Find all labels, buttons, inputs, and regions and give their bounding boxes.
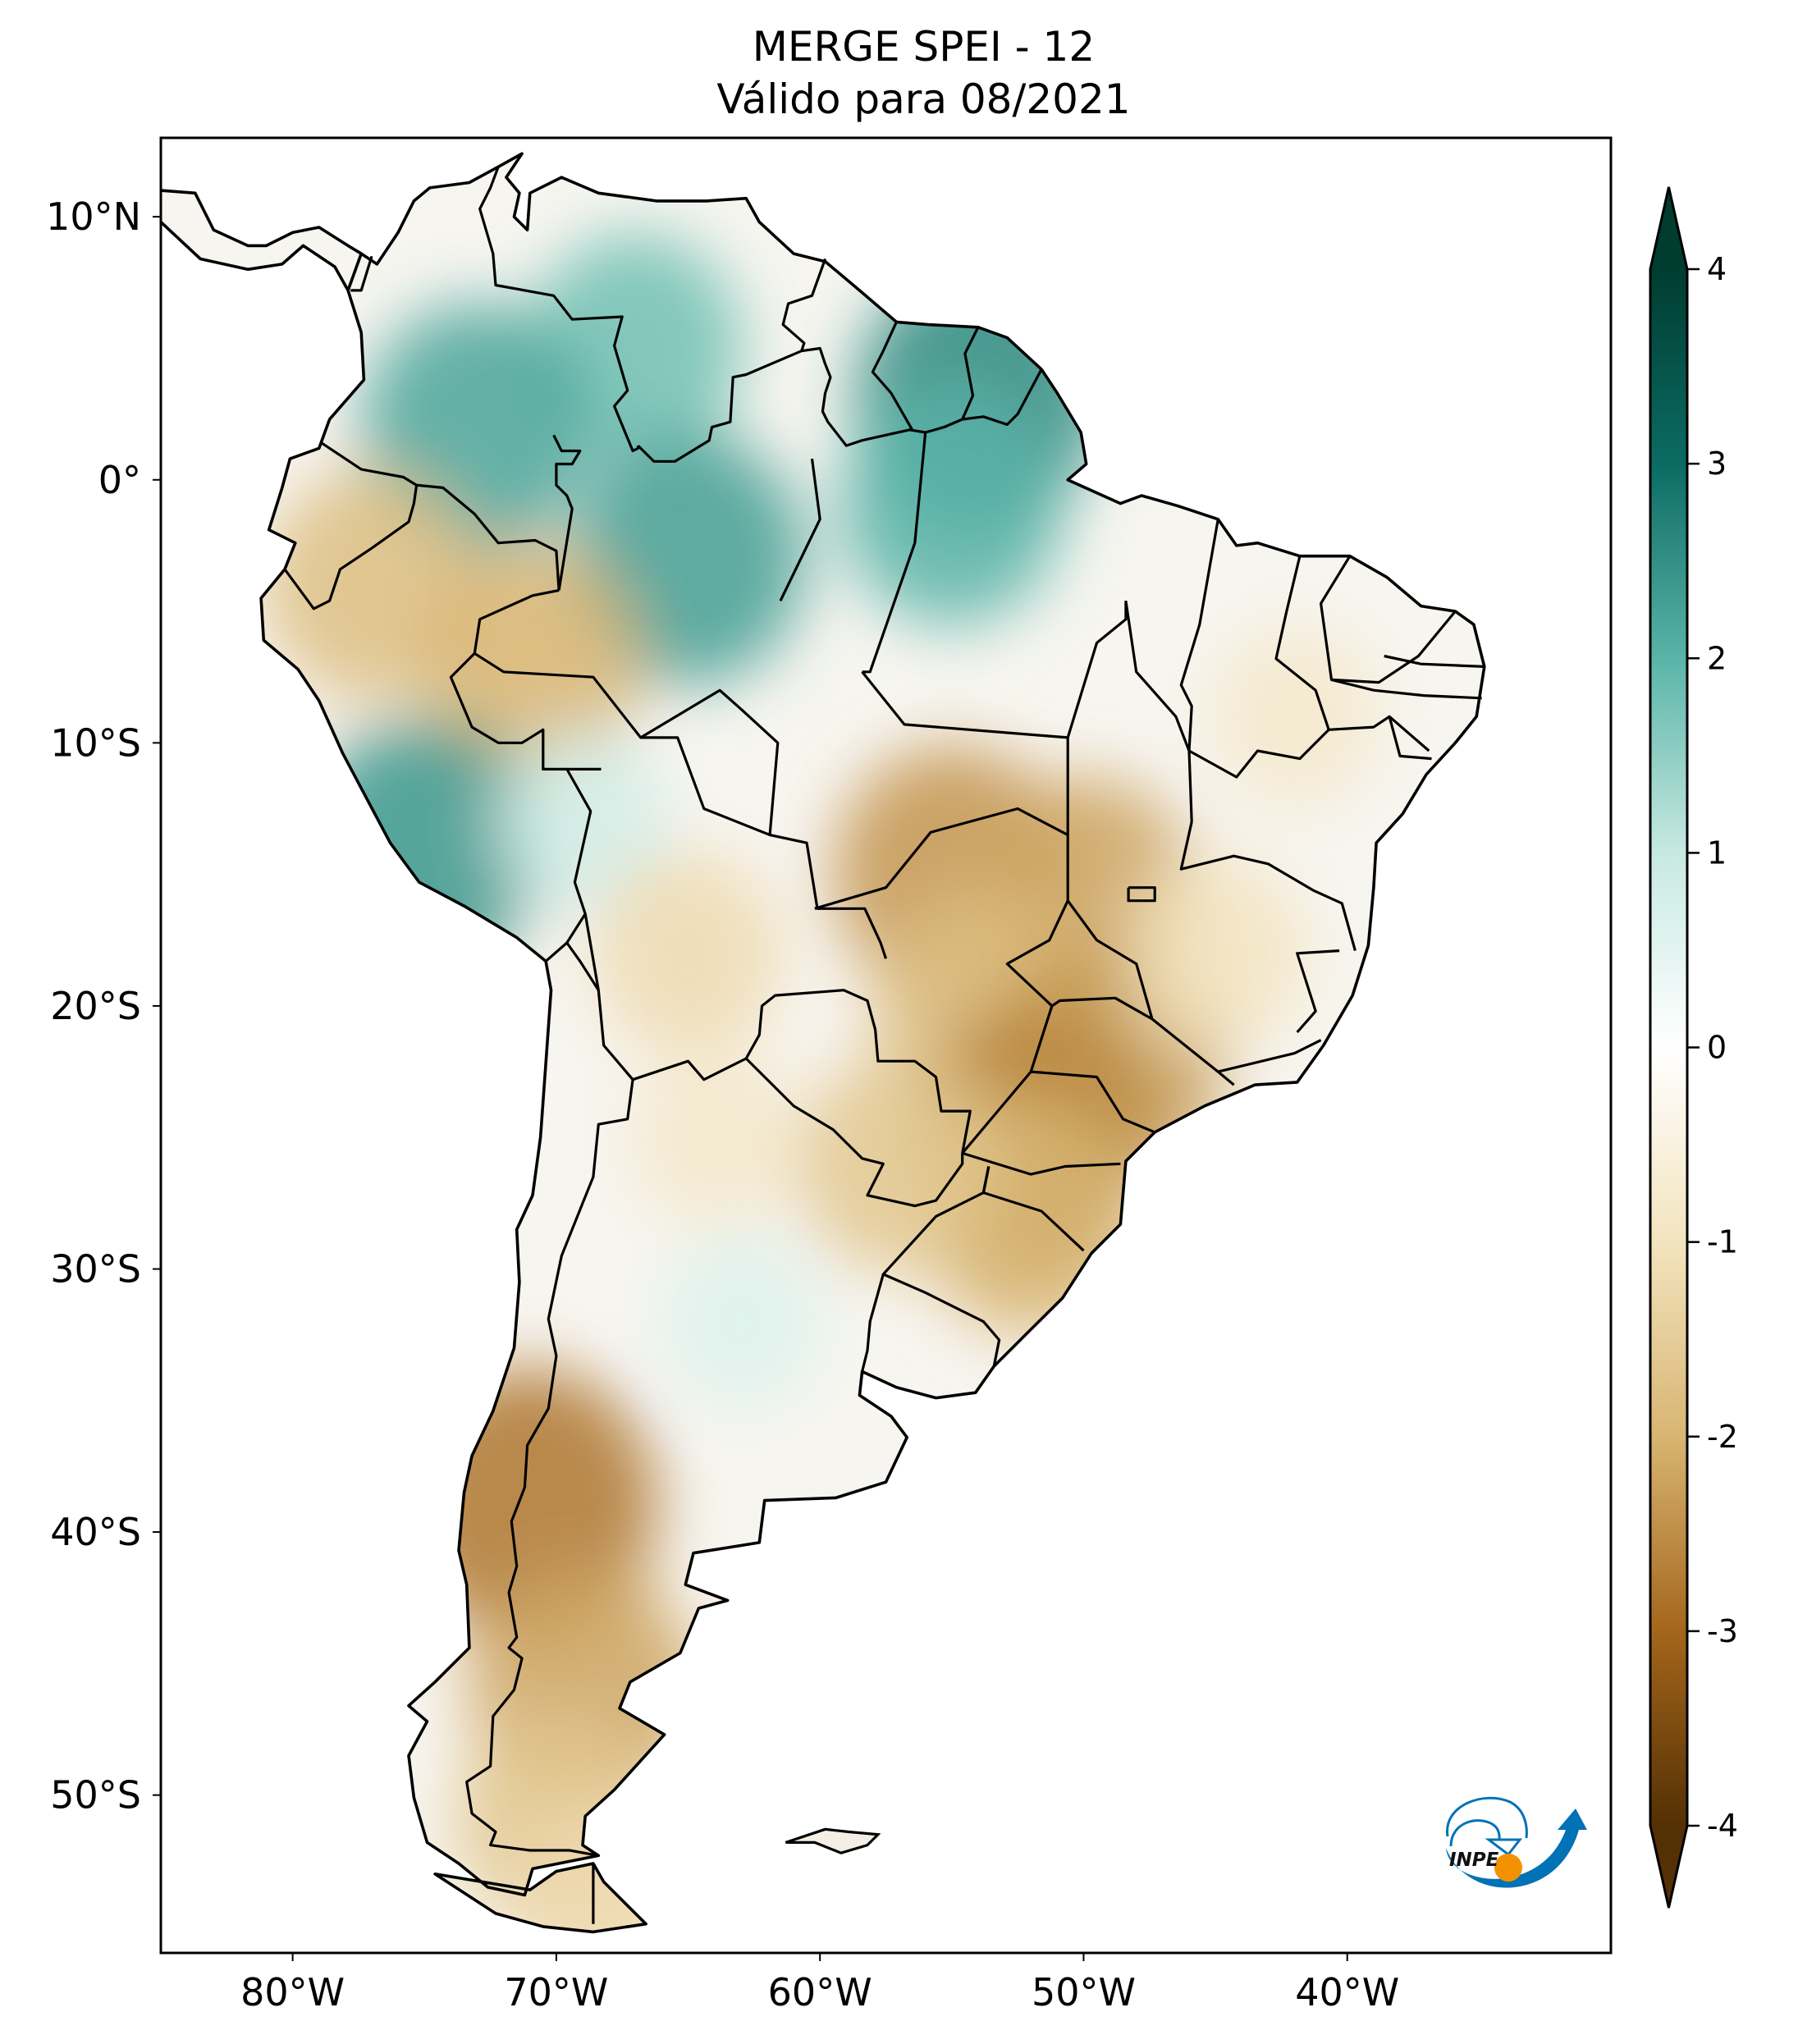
colorbar-body	[1649, 186, 1689, 1909]
logo-text: INPE	[1449, 1850, 1499, 1871]
y-axis: 10°N 0° 10°S 20°S 30°S 40°S 50°S	[46, 194, 161, 1818]
colorbar-tick-label: 3	[1707, 446, 1727, 482]
border-line	[1031, 1070, 1155, 1134]
anomaly-patch	[796, 1053, 1002, 1275]
border-line	[881, 1166, 1001, 1367]
border-line	[861, 601, 1128, 739]
y-tick-label: 10°S	[50, 720, 141, 765]
border-line	[639, 688, 780, 835]
anomaly-patch	[840, 386, 1063, 626]
y-tick-label: 10°N	[46, 194, 141, 239]
x-tick-label: 70°W	[504, 1970, 608, 2014]
border-line	[1331, 678, 1482, 700]
border-line	[1217, 1039, 1322, 1073]
y-tick-label: 40°S	[50, 1510, 141, 1554]
colorbar-tick-label: -2	[1707, 1419, 1738, 1455]
anomaly-patch	[658, 1233, 823, 1410]
x-tick-label: 80°W	[240, 1970, 345, 2014]
anomaly-patch	[419, 544, 641, 784]
border-line	[801, 346, 926, 447]
colorbar-tick-label: -3	[1707, 1613, 1738, 1649]
chart-subtitle: Válido para 08/2021	[716, 75, 1131, 123]
border-line	[637, 258, 827, 463]
border-line	[1179, 519, 1219, 752]
border-line	[745, 1057, 964, 1208]
y-tick-label: 30°S	[50, 1246, 141, 1291]
map-frame	[159, 136, 1613, 1955]
border-line	[925, 327, 980, 434]
logo-arc-outer	[1446, 1796, 1528, 1839]
border-line	[1388, 716, 1432, 761]
border-line	[350, 255, 373, 292]
colorbar-tick-label: 2	[1707, 640, 1727, 676]
coastline	[159, 152, 1486, 1934]
x-tick-label: 60°W	[768, 1970, 872, 2014]
border-line	[871, 321, 913, 431]
border-line	[449, 588, 592, 963]
x-tick-label: 40°W	[1295, 1970, 1399, 2014]
inpe-logo: INPE	[1446, 1796, 1587, 1888]
y-tick-label: 20°S	[50, 984, 141, 1028]
border-line	[1124, 600, 1193, 822]
x-axis: 80°W 70°W 60°W 50°W 40°W	[240, 1953, 1399, 2014]
y-tick-label: 50°S	[50, 1773, 141, 1818]
anomaly-patch	[496, 729, 670, 914]
border-line	[283, 441, 419, 610]
spei-field	[265, 233, 1381, 1932]
border-line	[416, 483, 560, 591]
border-line	[478, 166, 640, 453]
border-line	[861, 1273, 885, 1372]
logo-orange-dot	[1494, 1854, 1522, 1882]
colorbar: 4 3 2 1 0 -1 -2 -3 -4	[1649, 186, 1738, 1909]
falkland-islands	[785, 1827, 881, 1854]
border-line	[1188, 715, 1430, 779]
chart-title: MERGE SPEI - 12	[752, 23, 1096, 71]
y-tick-label: 0°	[98, 458, 141, 502]
colorbar-ticks: 4 3 2 1 0 -1 -2 -3 -4	[1687, 251, 1738, 1844]
border-line	[1296, 949, 1340, 1034]
anomaly-patch	[1125, 856, 1306, 1050]
border-line	[874, 1029, 972, 1154]
colorbar-tick-label: -1	[1707, 1224, 1738, 1260]
anomaly-patch	[1208, 624, 1381, 809]
border-line	[1320, 555, 1457, 684]
border-line	[1384, 654, 1485, 668]
border-line	[1066, 899, 1235, 1086]
border-line	[1051, 996, 1153, 1021]
border-line	[465, 1079, 634, 1857]
border-line	[962, 368, 1043, 426]
colorbar-tick-label: -4	[1707, 1808, 1738, 1844]
logo-arc-inner	[1449, 1819, 1501, 1847]
colorbar-tick-label: 1	[1707, 835, 1727, 871]
border-line	[1274, 556, 1330, 730]
colorbar-tick-label: 0	[1707, 1030, 1727, 1066]
border-line	[552, 434, 582, 591]
border-line	[779, 458, 821, 601]
border-line	[1179, 821, 1357, 952]
country-borders	[283, 166, 1485, 1924]
colorbar-tick-label: 4	[1707, 251, 1727, 287]
border-line	[962, 1151, 1121, 1176]
border-line	[1127, 886, 1156, 903]
anomaly-patch	[628, 1045, 801, 1230]
logo-swoosh-arrow-icon	[1446, 1809, 1587, 1888]
logo-arrow-down-icon	[1485, 1838, 1523, 1857]
border-line	[565, 942, 600, 991]
border-line	[862, 432, 927, 674]
x-tick-label: 50°W	[1032, 1970, 1136, 2014]
anomaly-patch	[593, 852, 783, 1055]
border-line	[474, 652, 888, 959]
border-line	[981, 1166, 1085, 1252]
